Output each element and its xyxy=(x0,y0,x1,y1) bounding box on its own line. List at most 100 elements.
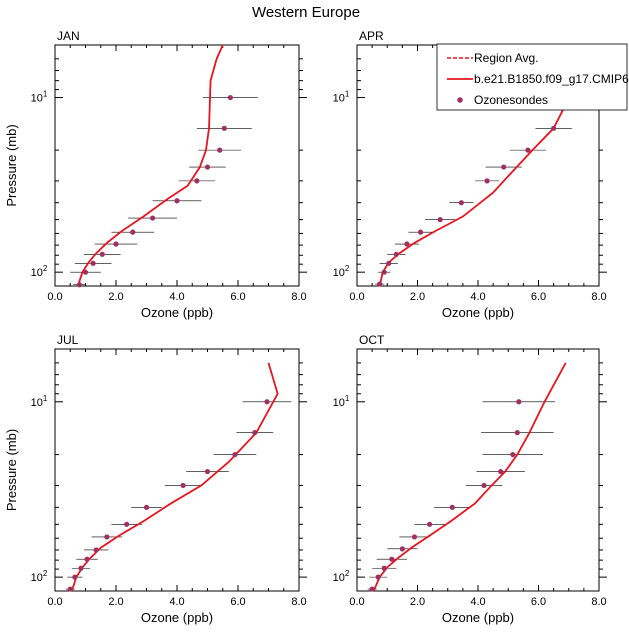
sonde-point xyxy=(389,556,395,562)
x-tick-label: 4.0 xyxy=(169,291,184,303)
sonde-point xyxy=(411,534,418,540)
sonde-point xyxy=(124,521,130,527)
sonde-point xyxy=(72,574,78,580)
x-axis-label: Ozone (ppb) xyxy=(442,610,514,625)
sonde-point xyxy=(501,164,507,170)
sonde-point xyxy=(84,556,90,562)
panel-label: JUL xyxy=(57,333,79,347)
plot-frame xyxy=(356,348,600,592)
x-tick-label: 4.0 xyxy=(470,291,485,303)
sonde-point xyxy=(417,229,424,235)
x-tick-label: 6.0 xyxy=(230,596,245,608)
y-tick-exponent: 1 xyxy=(43,394,48,403)
legend-swatch-sondes xyxy=(457,97,463,103)
sonde-point xyxy=(90,260,96,266)
sonde-point xyxy=(204,164,211,170)
panel-label: OCT xyxy=(359,333,385,347)
sonde-point xyxy=(104,534,110,540)
sonde-point xyxy=(484,178,490,184)
sonde-point xyxy=(375,574,381,580)
x-tick-label: 8.0 xyxy=(591,291,606,303)
sonde-point xyxy=(377,281,383,287)
plot-frame xyxy=(54,44,300,287)
x-tick-label: 0.0 xyxy=(47,291,62,303)
model-line xyxy=(70,362,279,591)
y-tick-label: 101 xyxy=(333,394,350,409)
sonde-point xyxy=(232,451,238,458)
x-tick-label: 2.0 xyxy=(108,596,123,608)
x-tick-label: 8.0 xyxy=(591,596,606,608)
sonde-point xyxy=(264,399,270,405)
sonde-point xyxy=(78,565,84,571)
y-tick-label: 101 xyxy=(31,90,48,105)
x-tick-label: 2.0 xyxy=(410,596,425,608)
y-tick-base: 10 xyxy=(333,267,345,279)
sonde-point xyxy=(386,260,392,266)
y-tick-base: 10 xyxy=(333,572,345,584)
plot-frame xyxy=(54,348,300,592)
sonde-point xyxy=(498,468,504,475)
sonde-point xyxy=(99,251,105,257)
legend-label-sondes: Ozonesondes xyxy=(474,93,548,107)
sonde-point xyxy=(150,215,156,221)
sonde-point xyxy=(221,125,227,131)
y-tick-exponent: 1 xyxy=(43,90,48,99)
x-tick-label: 2.0 xyxy=(410,291,425,303)
sonde-point xyxy=(194,178,200,184)
x-tick-label: 0.0 xyxy=(349,596,364,608)
y-tick-label: 101 xyxy=(31,394,48,409)
y-tick-base: 10 xyxy=(333,93,345,105)
sonde-point xyxy=(252,430,258,436)
y-tick-base: 10 xyxy=(31,267,43,279)
model-line xyxy=(372,362,567,591)
sonde-point xyxy=(381,565,387,571)
y-tick-exponent: 1 xyxy=(345,90,350,99)
legend-box xyxy=(436,43,628,111)
sonde-point xyxy=(130,229,136,235)
y-tick-label: 102 xyxy=(31,264,48,279)
y-tick-label: 102 xyxy=(333,569,350,584)
x-tick-label: 0.0 xyxy=(349,291,364,303)
sonde-point xyxy=(514,430,520,436)
y-tick-label: 102 xyxy=(333,264,350,279)
x-tick-label: 2.0 xyxy=(108,291,123,303)
sonde-point xyxy=(174,198,180,204)
sonde-point xyxy=(510,451,516,458)
sonde-point xyxy=(93,547,99,553)
sonde-point xyxy=(525,147,531,153)
sonde-point xyxy=(516,399,522,405)
sonde-point xyxy=(381,269,387,275)
sonde-point xyxy=(458,200,464,206)
sonde-point xyxy=(217,147,223,153)
sonde-point xyxy=(82,269,89,275)
sonde-point xyxy=(399,546,405,552)
x-axis-label: Ozone (ppb) xyxy=(442,305,514,320)
x-tick-label: 0.0 xyxy=(47,596,62,608)
model-line xyxy=(77,45,225,286)
y-tick-base: 10 xyxy=(31,93,43,105)
sonde-point xyxy=(449,504,455,510)
x-axis-label: Ozone (ppb) xyxy=(141,610,213,625)
sonde-point xyxy=(551,125,557,131)
sonde-point xyxy=(427,521,433,527)
figure-title: Western Europe xyxy=(252,4,360,21)
y-tick-exponent: 2 xyxy=(43,264,48,273)
x-tick-label: 8.0 xyxy=(291,596,306,608)
legend-label-model: b.e21.B1850.f09_g17.CMIP6 xyxy=(474,72,629,86)
y-tick-base: 10 xyxy=(31,572,43,584)
sonde-point xyxy=(143,504,150,510)
sonde-point xyxy=(180,482,186,489)
sonde-point xyxy=(437,217,443,223)
sonde-point xyxy=(76,282,82,288)
y-axis-label: Pressure (mb) xyxy=(4,124,19,206)
x-tick-label: 6.0 xyxy=(531,291,546,303)
x-tick-label: 8.0 xyxy=(291,291,306,303)
y-tick-label: 101 xyxy=(333,90,350,105)
sonde-point xyxy=(404,241,410,247)
panel-label: JAN xyxy=(57,29,80,43)
sonde-point xyxy=(369,586,375,592)
x-axis-label: Ozone (ppb) xyxy=(141,305,213,320)
